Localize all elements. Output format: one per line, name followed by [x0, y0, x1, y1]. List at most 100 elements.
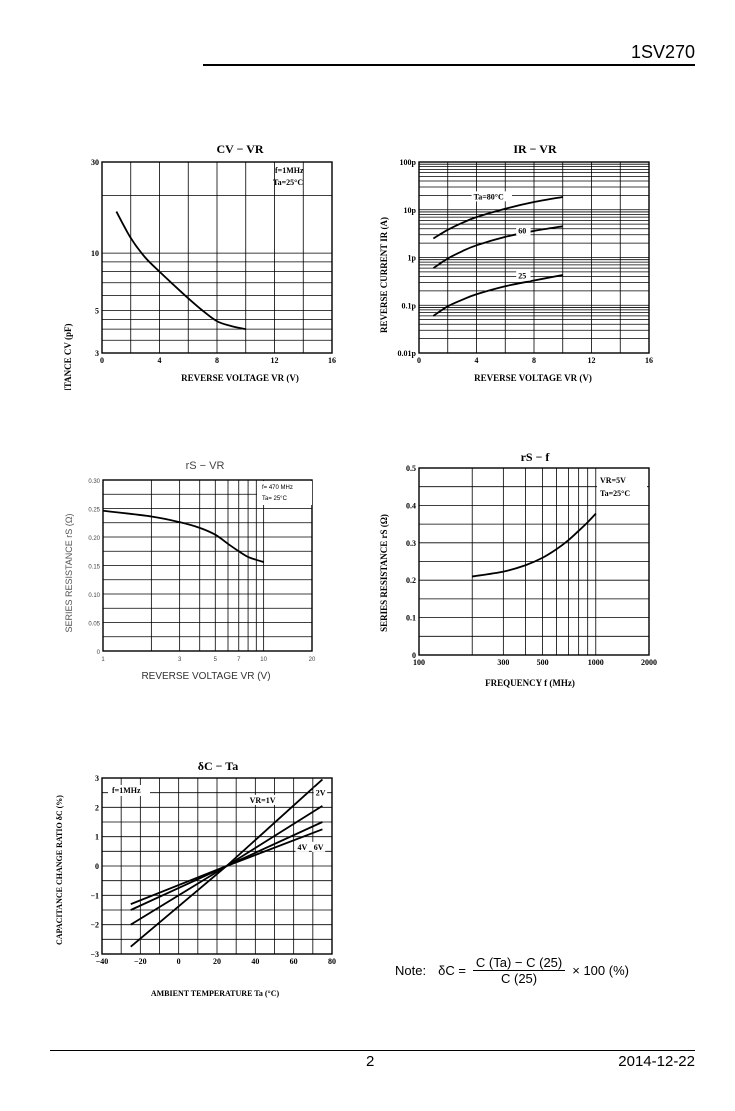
- y-tick-label: 100p: [400, 158, 417, 167]
- x-tick-label: 0: [100, 356, 104, 365]
- plot-frame: [418, 467, 650, 656]
- series-line: [102, 509, 264, 563]
- y-tick-label: 0.25: [88, 508, 100, 514]
- y-tick-label: 0.1: [406, 614, 416, 623]
- y-tick-label: 0.20: [88, 536, 100, 542]
- condition-label: Ta= 25°C: [262, 496, 288, 502]
- series-label-bg: [516, 225, 531, 236]
- x-axis-label: REVERSE VOLTAGE VR (V): [181, 373, 299, 383]
- x-tick-label: 60: [290, 957, 298, 966]
- x-tick-label: 3: [178, 657, 182, 663]
- plot-frame: [101, 161, 333, 354]
- x-axis-label: FREQUENCY f (MHz): [485, 678, 575, 688]
- y-tick-label: 1p: [408, 254, 417, 263]
- series-label: 6V: [314, 843, 324, 852]
- series-label-bg: [295, 841, 309, 852]
- condition-label: f=1MHz: [112, 786, 141, 795]
- x-tick-label: −40: [96, 957, 109, 966]
- y-axis-label: CAPACITANCE CV (pF): [63, 323, 73, 390]
- x-tick-label: 16: [645, 356, 653, 365]
- series-line: [130, 828, 323, 905]
- condition-label: VR=5V: [600, 476, 626, 485]
- series-line: [432, 196, 563, 240]
- y-tick-label: 0.3: [406, 539, 416, 548]
- y-tick-label: 3: [95, 349, 99, 358]
- chart-rs-f: rS − f 100 300 500 1000 2000 0 0.1 0.2 0.3 0.4 0.5…: [379, 450, 657, 688]
- y-tick-label: 0.05: [88, 622, 100, 628]
- condition-label: f=1MHz: [275, 166, 304, 175]
- condition-label: Ta=25°C: [600, 489, 630, 498]
- x-tick-label: −20: [134, 957, 147, 966]
- y-tick-label: 0.1p: [402, 301, 417, 310]
- chart-title: δC − Ta: [198, 759, 238, 773]
- y-tick-label: 0.01p: [398, 349, 417, 358]
- x-tick-label: 5: [214, 657, 218, 663]
- y-tick-label: −2: [90, 921, 99, 930]
- x-tick-label: 40: [251, 957, 259, 966]
- condition-box: [108, 785, 150, 796]
- series-label-bg: [313, 787, 328, 798]
- plot-frame: [101, 777, 333, 955]
- y-tick-label: 2: [95, 803, 99, 812]
- chart-dc-ta: δC − Ta −40 −20 0 20 40 60 80 −3 −2 −1 0 1 2 3 VR=1V 2V…: [55, 759, 336, 998]
- y-tick-label: 10p: [404, 206, 417, 215]
- chart-rs-vr: rS − VR 1 3 5 7 10 20 0 0.05 0.10 0.15 0.20 0.25 0.3…: [64, 460, 316, 682]
- x-tick-label: 16: [328, 356, 336, 365]
- series-label: Ta=80°C: [474, 192, 504, 201]
- x-tick-label: 10: [260, 657, 267, 663]
- x-tick-label: 1000: [588, 658, 604, 667]
- note-numerator: C (Ta) − C (25): [472, 955, 566, 971]
- x-tick-label: 4: [158, 356, 162, 365]
- y-tick-label: 0.5: [406, 464, 416, 473]
- x-tick-label: 12: [588, 356, 596, 365]
- y-tick-label: 10: [91, 249, 99, 258]
- series-line: [115, 211, 246, 331]
- series-label: 4V: [298, 843, 308, 852]
- chart-title: CV − VR: [216, 142, 263, 156]
- rs-vr-plot: 1 3 5 7 10 20 0 0.05 0.10 0.15 0.20 0.25 0.30: [88, 479, 316, 663]
- footer-date: 2014-12-22: [618, 1053, 695, 1070]
- condition-box: [257, 481, 312, 505]
- series-line: [472, 513, 597, 578]
- plot-frame: [102, 479, 313, 652]
- series-label-bg: [471, 191, 513, 202]
- y-tick-label: 0: [95, 862, 99, 871]
- x-tick-label: 80: [328, 957, 336, 966]
- x-tick-label: 20: [309, 657, 316, 663]
- x-tick-label: 500: [537, 658, 549, 667]
- series-label: 60: [518, 226, 526, 235]
- part-number-header: 1SV270: [630, 42, 695, 62]
- y-tick-label: 3: [95, 774, 99, 783]
- chart-title: rS − f: [521, 450, 551, 464]
- note-prefix: Note:: [395, 963, 427, 978]
- y-tick-label: 1: [95, 833, 99, 842]
- note-denominator: C (25): [501, 971, 538, 986]
- x-tick-label: 4: [475, 356, 479, 365]
- x-tick-label: 8: [532, 356, 536, 365]
- series-line: [432, 274, 563, 317]
- y-tick-label: 0.2: [406, 576, 416, 585]
- footer-rule: [50, 1050, 695, 1051]
- page-number: 2: [366, 1053, 375, 1070]
- y-axis-label: CAPACITANCE CHANGE RATIO δC (%): [55, 795, 64, 945]
- x-tick-label: 0: [417, 356, 421, 365]
- y-axis-label: REVERSE CURRENT IR (A): [379, 217, 389, 333]
- y-tick-label: 0: [97, 650, 101, 656]
- series-label: VR=1V: [250, 796, 276, 805]
- ir-vr-plot: 0 4 8 12 16 0.01p 0.1p 1p 10p 100p Ta=80°C 60 25: [398, 158, 653, 365]
- note-lhs: δC =: [438, 963, 466, 978]
- x-axis-label: REVERSE VOLTAGE VR (V): [474, 373, 592, 383]
- y-tick-label: 0.30: [88, 479, 100, 485]
- y-tick-label: 5: [95, 307, 99, 316]
- chart-title: IR − VR: [513, 142, 557, 156]
- condition-label: Ta=25°C: [273, 178, 303, 187]
- y-tick-label: −3: [90, 950, 99, 959]
- x-tick-label: 2000: [641, 658, 657, 667]
- y-tick-label: 0.10: [88, 593, 100, 599]
- x-tick-label: 0: [177, 957, 181, 966]
- x-tick-label: 1: [101, 657, 105, 663]
- capacitance-change-note: Note: δC = C (Ta) − C (25) C (25) × 100 …: [395, 955, 629, 986]
- chart-ir-vr: IR − VR 0 4 8 12 16 0.01p 0.1p 1p 10p 100p Ta=80°C…: [379, 142, 653, 383]
- y-tick-label: 0.15: [88, 565, 100, 571]
- series-label-bg: [311, 841, 326, 852]
